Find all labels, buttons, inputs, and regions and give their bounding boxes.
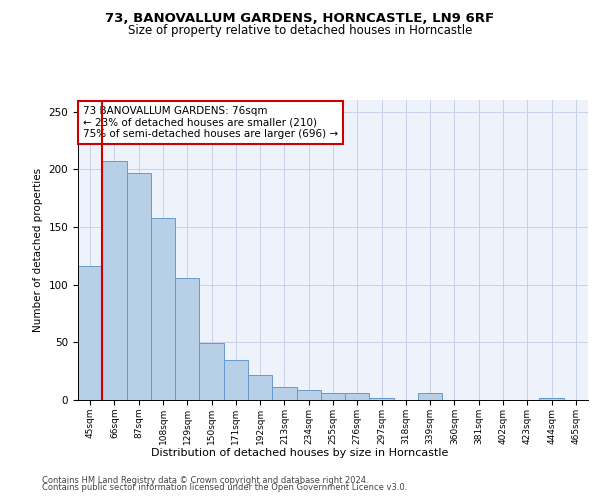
Bar [272,388,296,400]
Bar [296,390,321,400]
Bar [199,344,224,400]
Text: Contains public sector information licensed under the Open Government Licence v3: Contains public sector information licen… [42,484,407,492]
Text: Size of property relative to detached houses in Horncastle: Size of property relative to detached ho… [128,24,472,37]
Text: 73 BANOVALLUM GARDENS: 76sqm
← 23% of detached houses are smaller (210)
75% of s: 73 BANOVALLUM GARDENS: 76sqm ← 23% of de… [83,106,338,139]
Text: Distribution of detached houses by size in Horncastle: Distribution of detached houses by size … [151,448,449,458]
Bar [321,393,345,400]
Y-axis label: Number of detached properties: Number of detached properties [33,168,43,332]
Bar [370,398,394,400]
Bar [248,374,272,400]
Bar [175,278,199,400]
Bar [224,360,248,400]
Bar [345,393,370,400]
Bar [539,398,564,400]
Bar [102,161,127,400]
Text: Contains HM Land Registry data © Crown copyright and database right 2024.: Contains HM Land Registry data © Crown c… [42,476,368,485]
Text: 73, BANOVALLUM GARDENS, HORNCASTLE, LN9 6RF: 73, BANOVALLUM GARDENS, HORNCASTLE, LN9 … [106,12,494,26]
Bar [151,218,175,400]
Bar [418,393,442,400]
Bar [78,266,102,400]
Bar [127,172,151,400]
